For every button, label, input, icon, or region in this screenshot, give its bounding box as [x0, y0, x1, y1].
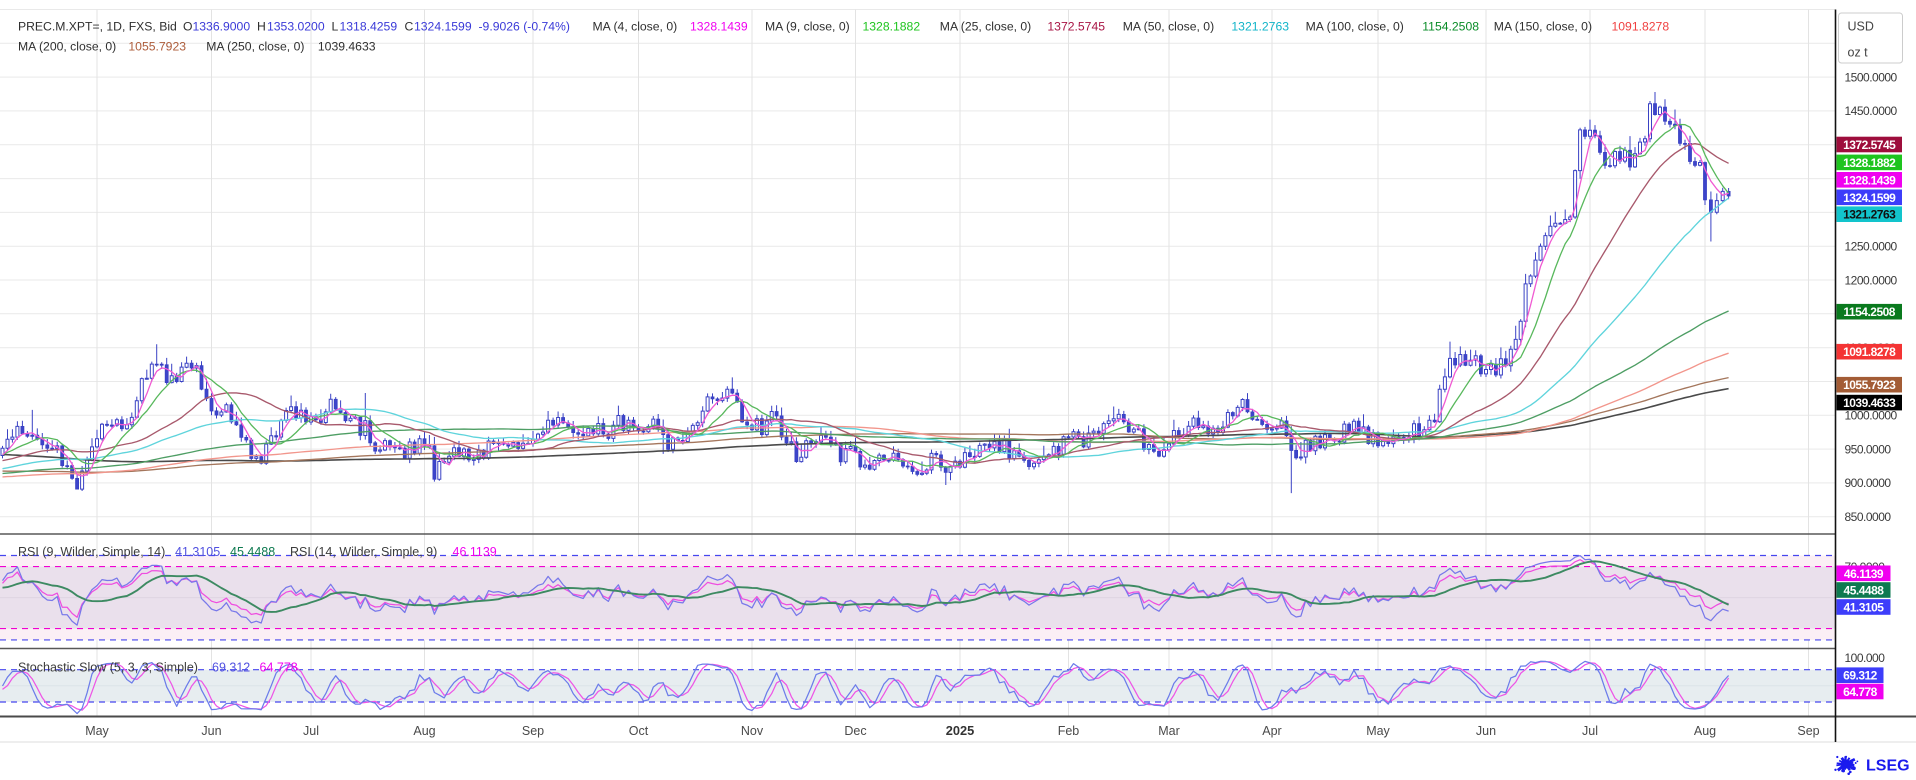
svg-text:41.3105: 41.3105: [175, 545, 220, 559]
svg-text:64.778: 64.778: [260, 661, 298, 675]
svg-text:1372.5745: 1372.5745: [1047, 20, 1105, 34]
svg-text:46.1139: 46.1139: [453, 545, 497, 559]
svg-text:64.778: 64.778: [1843, 685, 1878, 699]
svg-text:1318.4259: 1318.4259: [340, 20, 398, 34]
svg-text:Feb: Feb: [1058, 724, 1080, 738]
svg-text:1328.1439: 1328.1439: [690, 20, 748, 34]
svg-text:1328.1882: 1328.1882: [1843, 156, 1896, 170]
svg-text:MA (100, close, 0): MA (100, close, 0): [1306, 20, 1404, 34]
svg-text:1091.8278: 1091.8278: [1612, 20, 1670, 34]
svg-text:2025: 2025: [946, 723, 974, 738]
svg-text:MA (9, close, 0): MA (9, close, 0): [765, 20, 850, 34]
svg-text:100.000: 100.000: [1845, 651, 1886, 665]
svg-text:-9.9026 (-0.74%): -9.9026 (-0.74%): [479, 20, 570, 34]
svg-text:LSEG: LSEG: [1866, 758, 1910, 775]
svg-text:1324.1599: 1324.1599: [1843, 191, 1896, 205]
svg-text:1372.5745: 1372.5745: [1843, 138, 1896, 152]
svg-text:1039.4633: 1039.4633: [1843, 396, 1896, 410]
svg-text:oz t: oz t: [1848, 46, 1869, 60]
svg-text:MA (250, close, 0): MA (250, close, 0): [206, 40, 304, 54]
svg-text:Jun: Jun: [201, 724, 221, 738]
svg-text:RSI (14, Wilder, Simple, 9): RSI (14, Wilder, Simple, 9): [290, 545, 437, 559]
svg-text:1000.0000: 1000.0000: [1845, 409, 1898, 423]
svg-text:1324.1599: 1324.1599: [414, 20, 472, 34]
svg-text:Stochastic Slow (5, 3, 3, Simp: Stochastic Slow (5, 3, 3, Simple): [18, 661, 198, 675]
svg-text:MA (4, close, 0): MA (4, close, 0): [593, 20, 678, 34]
svg-text:Aug: Aug: [413, 724, 435, 738]
svg-text:950.0000: 950.0000: [1845, 442, 1892, 456]
svg-text:1321.2763: 1321.2763: [1843, 208, 1896, 222]
svg-text:1336.9000: 1336.9000: [193, 20, 251, 34]
svg-text:1500.0000: 1500.0000: [1845, 70, 1898, 84]
svg-text:May: May: [1366, 724, 1390, 738]
svg-text:RSI (9, Wilder, Simple, 14): RSI (9, Wilder, Simple, 14): [18, 545, 165, 559]
svg-text:69.312: 69.312: [212, 661, 250, 675]
svg-text:MA (25, close, 0): MA (25, close, 0): [940, 20, 1031, 34]
svg-text:46.1139: 46.1139: [1844, 567, 1884, 581]
svg-text:USD: USD: [1848, 20, 1874, 34]
svg-text:Jun: Jun: [1476, 724, 1496, 738]
svg-text:1450.0000: 1450.0000: [1845, 104, 1898, 118]
svg-text:C: C: [405, 20, 414, 34]
svg-text:MA (150, close, 0): MA (150, close, 0): [1494, 20, 1592, 34]
svg-text:May: May: [85, 724, 109, 738]
svg-text:1039.4633: 1039.4633: [318, 40, 376, 54]
svg-text:Sep: Sep: [1797, 724, 1819, 738]
svg-text:Sep: Sep: [522, 724, 544, 738]
svg-text:1154.2508: 1154.2508: [1422, 20, 1479, 34]
svg-text:O: O: [183, 20, 192, 34]
svg-text:900.0000: 900.0000: [1845, 476, 1892, 490]
svg-text:H: H: [257, 20, 266, 34]
svg-text:1055.7923: 1055.7923: [128, 40, 186, 54]
svg-text:1328.1882: 1328.1882: [863, 20, 921, 34]
svg-text:L: L: [332, 20, 339, 34]
svg-text:1321.2763: 1321.2763: [1231, 20, 1289, 34]
svg-text:Nov: Nov: [741, 724, 764, 738]
svg-text:1154.2508: 1154.2508: [1843, 305, 1895, 319]
svg-text:Apr: Apr: [1262, 724, 1281, 738]
svg-text:MA (200, close, 0): MA (200, close, 0): [18, 40, 116, 54]
svg-text:1353.0200: 1353.0200: [267, 20, 325, 34]
svg-text:Aug: Aug: [1694, 724, 1716, 738]
svg-text:1200.0000: 1200.0000: [1845, 273, 1898, 287]
svg-text:45.4488: 45.4488: [1844, 584, 1885, 598]
svg-text:41.3105: 41.3105: [1844, 601, 1885, 615]
svg-text:Oct: Oct: [629, 724, 649, 738]
svg-text:Mar: Mar: [1158, 724, 1180, 738]
svg-text:69.312: 69.312: [1843, 669, 1878, 683]
svg-text:Jul: Jul: [1582, 724, 1598, 738]
svg-text:1250.0000: 1250.0000: [1845, 240, 1898, 254]
svg-text:45.4488: 45.4488: [230, 545, 275, 559]
svg-text:MA (50, close, 0): MA (50, close, 0): [1123, 20, 1214, 34]
svg-text:Dec: Dec: [844, 724, 866, 738]
svg-text:Jul: Jul: [303, 724, 319, 738]
svg-text:1091.8278: 1091.8278: [1843, 345, 1896, 359]
svg-text:1328.1439: 1328.1439: [1843, 173, 1896, 187]
svg-text:850.0000: 850.0000: [1845, 510, 1892, 524]
svg-text:PREC.M.XPT=, 1D, FXS, Bid: PREC.M.XPT=, 1D, FXS, Bid: [18, 20, 177, 34]
svg-text:1055.7923: 1055.7923: [1843, 378, 1896, 392]
